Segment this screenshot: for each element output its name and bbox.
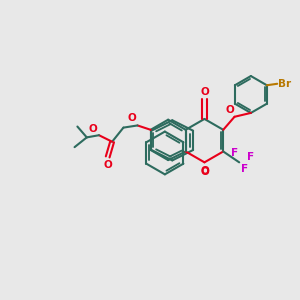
Text: O: O — [200, 167, 209, 177]
Text: F: F — [231, 148, 238, 158]
Text: Br: Br — [278, 79, 291, 89]
Text: F: F — [241, 164, 248, 174]
Text: O: O — [127, 113, 136, 123]
Text: O: O — [200, 166, 209, 176]
Text: F: F — [247, 152, 254, 162]
Text: O: O — [89, 124, 98, 134]
Text: O: O — [225, 105, 234, 115]
Text: O: O — [200, 87, 209, 97]
Text: O: O — [103, 160, 112, 170]
